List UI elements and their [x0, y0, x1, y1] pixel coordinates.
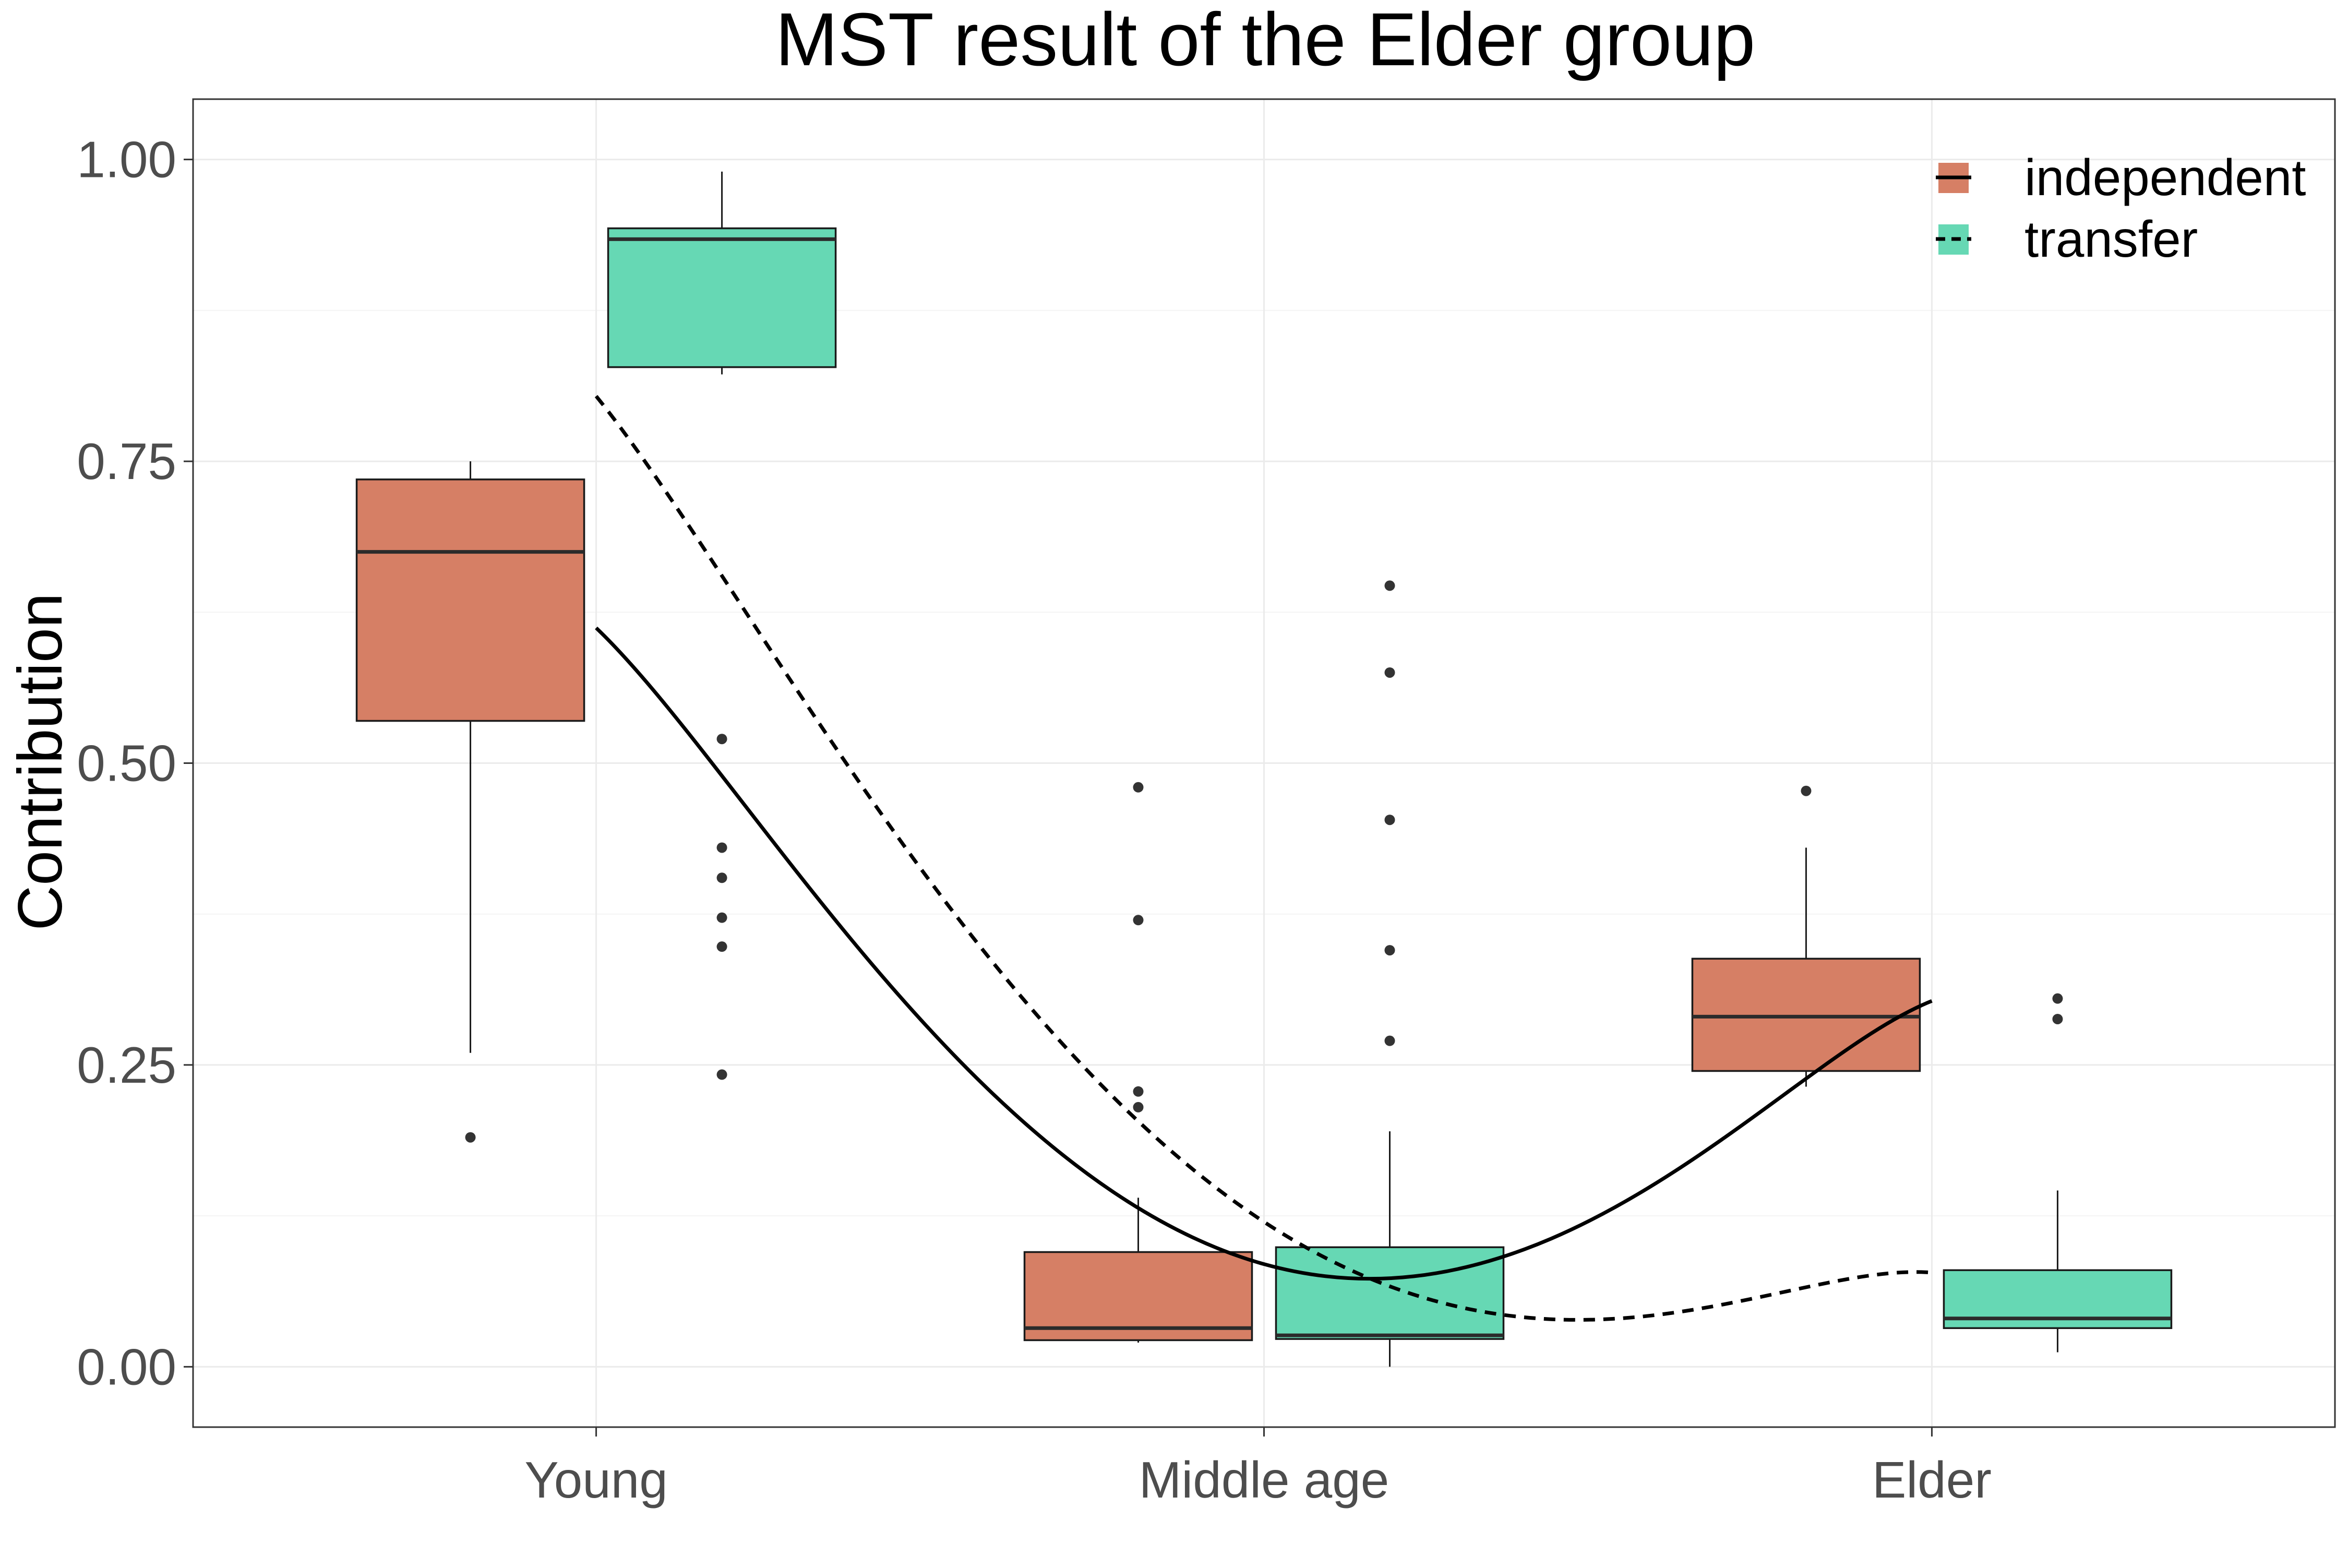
box-independent [355, 461, 585, 1143]
box-transfer [607, 171, 837, 1080]
grid-layer [193, 99, 2335, 1427]
outlier-point [716, 872, 727, 883]
y-tick-label: 1.00 [77, 131, 176, 188]
outlier-point [1384, 1035, 1395, 1046]
outlier-point [1384, 945, 1395, 956]
box-body [355, 478, 585, 722]
outlier-point [2052, 1013, 2063, 1024]
outlier-point [1133, 915, 1144, 926]
legend-label: transfer [2024, 210, 2198, 268]
y-axis-label: Contribution [5, 593, 75, 930]
box-independent [1691, 785, 1921, 1087]
outlier-point [2052, 993, 2063, 1004]
outlier-point [716, 912, 727, 923]
box-body [1275, 1246, 1505, 1340]
legend-label: independent [2024, 149, 2306, 206]
box-independent [1023, 782, 1253, 1343]
y-tick-label: 0.75 [77, 433, 176, 490]
trend-layer [594, 394, 1933, 1322]
box-body [607, 227, 837, 368]
box-body [1023, 1251, 1253, 1342]
legend-item-independent: independent [1936, 149, 2306, 206]
trend-line-transfer [594, 394, 1932, 1322]
axis-layer: 0.00 0.25 0.50 0.75 1.00 Young Middle age Elder [77, 131, 1992, 1509]
outlier-point [716, 734, 727, 745]
box-transfer [1943, 993, 2173, 1352]
outlier-point [1384, 580, 1395, 591]
outlier-point [1133, 1086, 1144, 1097]
outlier-point [1384, 815, 1395, 825]
box-transfer [1275, 580, 1505, 1367]
outlier-point [1384, 667, 1395, 678]
outlier-point [716, 1069, 727, 1080]
outlier-point [1133, 1102, 1144, 1112]
outlier-point [1133, 782, 1144, 793]
x-tick-label: Young [524, 1451, 667, 1509]
y-tick-label: 0.00 [77, 1338, 176, 1395]
x-tick-label: Elder [1872, 1451, 1992, 1509]
x-tick-label: Middle age [1139, 1451, 1389, 1509]
outlier-point [716, 842, 727, 853]
box-layer [355, 171, 2173, 1367]
chart-title: MST result of the Elder group [775, 0, 1755, 81]
outlier-point [1801, 785, 1812, 796]
y-tick-label: 0.50 [77, 735, 176, 792]
y-tick-label: 0.25 [77, 1036, 176, 1094]
trend-line-independent [595, 626, 1933, 1281]
legend-item-transfer: transfer [1936, 210, 2198, 268]
outlier-point [716, 941, 727, 952]
outlier-point [465, 1132, 476, 1143]
